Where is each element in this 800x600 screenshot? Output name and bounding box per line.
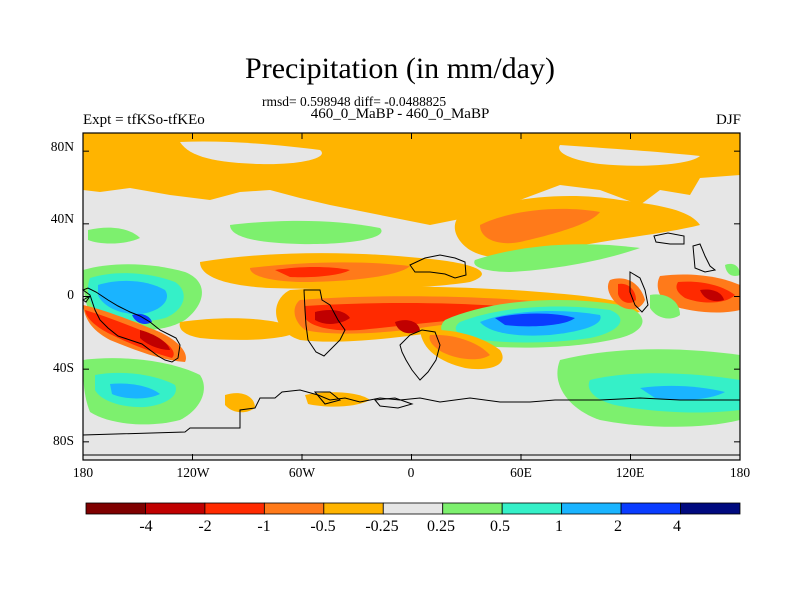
field-region xyxy=(98,280,168,315)
field-region xyxy=(230,220,382,245)
colorbar xyxy=(85,502,741,515)
chart-subtitle: 460_0_MaBP - 460_0_MaBP xyxy=(310,106,490,122)
lat-tick-label: 80S xyxy=(52,433,74,448)
field-region xyxy=(132,313,152,324)
lon-tick-label: 180 xyxy=(729,465,751,480)
colorbar-tick-label: 1 xyxy=(555,518,563,535)
field-region xyxy=(480,208,600,244)
lat-tick-label: 0 xyxy=(67,287,74,302)
field-region xyxy=(305,303,515,331)
field-region xyxy=(315,310,350,324)
field-region xyxy=(640,385,725,400)
colorbar-swatch xyxy=(263,502,325,515)
lon-tick-label: 60W xyxy=(288,465,316,480)
lon-tick-label: 0 xyxy=(407,465,415,480)
field-region xyxy=(180,141,322,165)
colorbar-tick-label: -1 xyxy=(257,518,271,535)
colorbar-swatch xyxy=(204,502,265,515)
lon-tick-label: 120E xyxy=(615,465,645,480)
colorbar-swatch xyxy=(323,502,384,515)
colorbar-tick-label: -2 xyxy=(198,518,212,535)
colorbar-tick-label: 2 xyxy=(614,518,622,535)
field-region xyxy=(88,227,140,244)
lat-tick-label: 40N xyxy=(50,211,74,226)
chart-title: Precipitation (in mm/day) xyxy=(245,52,555,85)
field-region xyxy=(429,334,490,360)
lon-tick-label: 60E xyxy=(510,465,532,480)
map-field xyxy=(83,133,740,460)
colorbar-tick-label: 0.25 xyxy=(427,518,455,535)
colorbar-tick-label: -4 xyxy=(139,518,153,535)
field-region xyxy=(225,393,255,413)
colorbar-swatch xyxy=(442,502,503,515)
colorbar-swatch xyxy=(680,502,741,515)
colorbar-tick-label: -0.5 xyxy=(310,518,336,535)
stats-line: rmsd= 0.598948 diff= -0.0488825 xyxy=(262,94,447,109)
colorbar-swatch xyxy=(85,502,146,515)
field-region xyxy=(110,383,160,399)
field-region xyxy=(395,320,420,334)
colorbar-swatch xyxy=(501,502,563,515)
colorbar-swatch xyxy=(561,502,622,515)
season-label: DJF xyxy=(715,112,741,128)
experiment-label: Expt = tfKSo-tfKEo xyxy=(83,112,205,128)
field-region xyxy=(700,289,724,302)
lat-tick-label: 80N xyxy=(50,139,74,154)
field-region xyxy=(85,310,174,358)
colorbar-swatch xyxy=(145,502,206,515)
field-region xyxy=(559,145,700,166)
colorbar-swatch xyxy=(620,502,681,515)
colorbar-tick-label: 0.5 xyxy=(490,518,510,535)
colorbar-swatch xyxy=(382,502,444,515)
field-region xyxy=(474,244,640,272)
field-region xyxy=(179,318,300,340)
field-region xyxy=(725,263,740,276)
field-region xyxy=(140,330,170,350)
field-region xyxy=(618,283,636,303)
colorbar-tick-label: -0.25 xyxy=(365,518,399,535)
field-region xyxy=(495,313,575,327)
lon-tick-label: 180 xyxy=(72,465,94,480)
field-region xyxy=(275,267,350,278)
lon-tick-label: 120W xyxy=(176,465,210,480)
colorbar-tick-label: 4 xyxy=(673,518,681,535)
tick-marks xyxy=(82,133,741,460)
lat-tick-label: 40S xyxy=(52,360,74,375)
field-region xyxy=(650,294,680,319)
